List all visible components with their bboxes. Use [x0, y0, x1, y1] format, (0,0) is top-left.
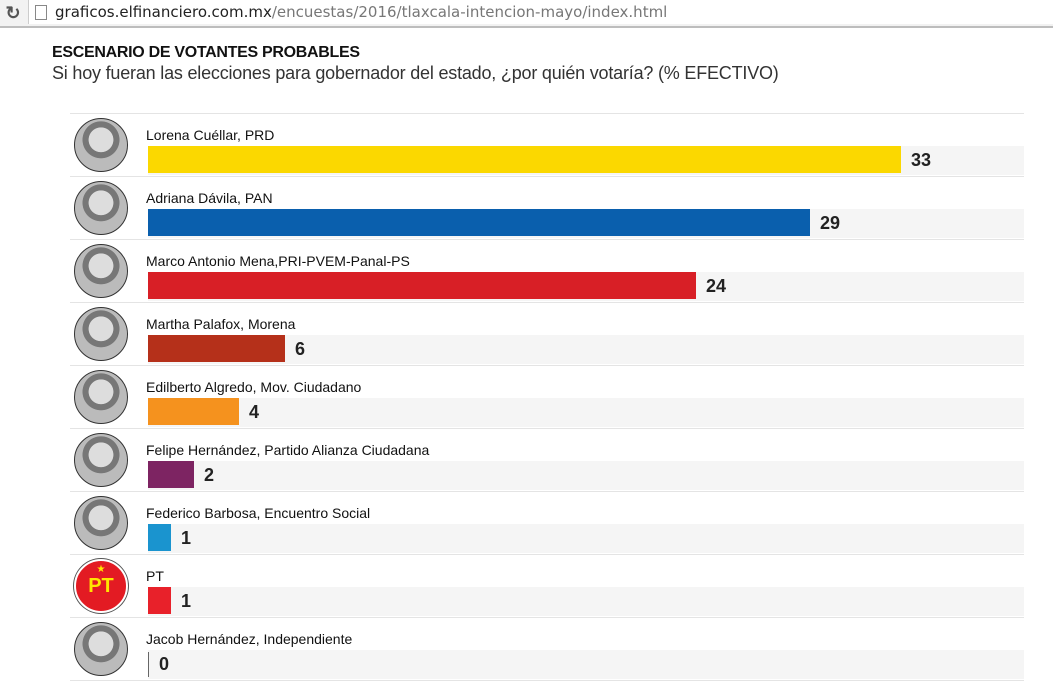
bar-chart: Lorena Cuéllar, PRD 33 Adriana Dávila, PAN… — [70, 113, 1024, 681]
candidate-portrait-icon — [74, 181, 128, 235]
chart-row: Felipe Hernández, Partido Alianza Ciudad… — [70, 428, 1024, 491]
bar — [148, 209, 810, 236]
data-label: 2 — [204, 465, 215, 485]
bar-track: 2 — [148, 461, 1024, 490]
data-label: 24 — [706, 276, 727, 296]
category-label: Jacob Hernández, Independiente — [146, 631, 353, 647]
bar — [148, 524, 171, 551]
category-label: Adriana Dávila, PAN — [146, 190, 273, 206]
candidate-portrait-icon — [74, 433, 128, 487]
chart-row: Marco Antonio Mena,PRI-PVEM-Panal-PS 24 — [70, 239, 1024, 302]
browser-bar: ↻ graficos.elfinanciero.com.mx/encuestas… — [0, 0, 1053, 28]
pt-logo-text: PT — [88, 575, 114, 597]
candidate-portrait-icon — [74, 118, 128, 172]
bar — [148, 272, 696, 299]
bar — [148, 146, 901, 173]
url-host: graficos.elfinanciero.com.mx — [55, 3, 272, 21]
category-label: Marco Antonio Mena,PRI-PVEM-Panal-PS — [146, 253, 410, 269]
page-icon — [35, 5, 47, 20]
star-icon: ★ — [96, 564, 106, 575]
bar-track: 1 — [148, 587, 1024, 616]
reload-icon[interactable]: ↻ — [5, 3, 21, 23]
candidate-portrait-icon — [74, 244, 128, 298]
url-path: /encuestas/2016/tlaxcala-intencion-mayo/… — [271, 3, 668, 21]
bar-track: 24 — [148, 272, 1024, 301]
bar-track: 0 — [148, 650, 1024, 679]
data-label: 0 — [159, 654, 170, 674]
pt-logo-icon: ★ PT — [74, 559, 128, 613]
category-label: PT — [146, 568, 164, 584]
chart-subtitle: Si hoy fueran las elecciones para gobern… — [52, 63, 779, 83]
bar-track: 29 — [148, 209, 1024, 238]
bar — [148, 461, 194, 488]
category-label: Edilberto Algredo, Mov. Ciudadano — [146, 379, 362, 395]
bar — [148, 398, 239, 425]
candidate-portrait-icon — [74, 370, 128, 424]
chart-row: Martha Palafox, Morena 6 — [70, 302, 1024, 365]
data-label: 1 — [181, 528, 192, 548]
category-label: Felipe Hernández, Partido Alianza Ciudad… — [146, 442, 430, 458]
bar — [148, 335, 285, 362]
bar — [148, 652, 149, 677]
bar-track: 1 — [148, 524, 1024, 553]
category-label: Lorena Cuéllar, PRD — [146, 127, 275, 143]
candidate-portrait-icon — [74, 622, 128, 676]
bar-track: 6 — [148, 335, 1024, 364]
candidate-portrait-icon — [74, 307, 128, 361]
url-text: graficos.elfinanciero.com.mx/encuestas/2… — [55, 3, 667, 21]
data-label: 1 — [181, 591, 192, 611]
candidate-portrait-icon — [74, 496, 128, 550]
chart-row: Lorena Cuéllar, PRD 33 — [70, 113, 1024, 176]
bar-track: 33 — [148, 146, 1024, 175]
category-label: Federico Barbosa, Encuentro Social — [146, 505, 371, 521]
chart-row: ★ PT PT 1 — [70, 554, 1024, 617]
address-bar[interactable]: graficos.elfinanciero.com.mx/encuestas/2… — [28, 0, 1053, 24]
data-label: 33 — [911, 150, 932, 170]
data-label: 29 — [820, 213, 841, 233]
category-label: Martha Palafox, Morena — [146, 316, 296, 332]
bar — [148, 587, 171, 614]
chart-row: Adriana Dávila, PAN 29 — [70, 176, 1024, 239]
data-label: 4 — [249, 402, 260, 422]
bar-track: 4 — [148, 398, 1024, 427]
data-label: 6 — [295, 339, 306, 359]
chart-row: Edilberto Algredo, Mov. Ciudadano 4 — [70, 365, 1024, 428]
chart-row: Jacob Hernández, Independiente 0 — [70, 617, 1024, 681]
chart-row: Federico Barbosa, Encuentro Social 1 — [70, 491, 1024, 554]
chart-title: ESCENARIO DE VOTANTES PROBABLES — [52, 44, 360, 61]
